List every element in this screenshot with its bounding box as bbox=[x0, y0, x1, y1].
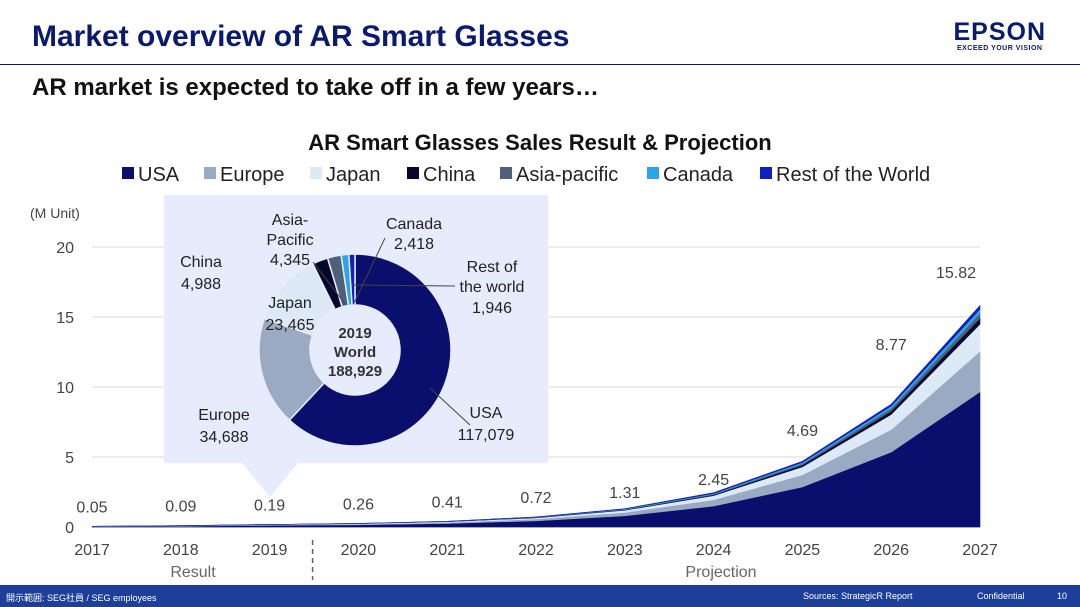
legend-label: USA bbox=[138, 164, 180, 186]
legend-label: Rest of the World bbox=[776, 164, 930, 186]
page-title: Market overview of AR Smart Glasses bbox=[32, 20, 570, 53]
data-label: 0.26 bbox=[343, 496, 374, 513]
leader-line bbox=[429, 387, 471, 426]
data-label: 8.77 bbox=[876, 337, 907, 354]
logo-brand: EPSON bbox=[953, 18, 1046, 46]
donut-value-label: 4,345 bbox=[270, 252, 310, 269]
x-tick-label: 2025 bbox=[785, 542, 821, 559]
data-label: 0.19 bbox=[254, 497, 285, 514]
footer-page-number: 10 bbox=[1057, 591, 1068, 601]
data-label: 0.41 bbox=[432, 494, 463, 511]
donut-value-label: 1,946 bbox=[472, 300, 512, 317]
area-series-rest-of-the-world bbox=[91, 304, 981, 527]
data-label: 4.69 bbox=[787, 423, 818, 440]
donut-value-label: 2,418 bbox=[394, 236, 434, 253]
legend-swatch bbox=[500, 167, 512, 179]
x-tick-label: 2026 bbox=[873, 542, 909, 559]
donut-slice-label: Europe bbox=[198, 407, 250, 424]
y-tick-label: 5 bbox=[65, 450, 74, 467]
footer-confidential: Confidential bbox=[977, 591, 1025, 601]
sales-chart: AR Smart Glasses Sales Result & Projecti… bbox=[30, 130, 998, 581]
footer-sources: Sources: StrategicR Report bbox=[803, 591, 913, 601]
title-divider bbox=[0, 64, 1080, 65]
data-label: 0.05 bbox=[76, 499, 107, 516]
legend-swatch bbox=[310, 167, 322, 179]
legend-swatch bbox=[204, 167, 216, 179]
legend-label: Asia-pacific bbox=[516, 164, 618, 186]
x-tick-label: 2027 bbox=[962, 542, 998, 559]
donut-center-label: World bbox=[334, 344, 376, 361]
logo-tagline: EXCEED YOUR VISION bbox=[956, 45, 1043, 52]
epson-logo: EPSON EXCEED YOUR VISION bbox=[953, 18, 1046, 53]
chart-title: AR Smart Glasses Sales Result & Projecti… bbox=[308, 130, 771, 155]
donut-value-label: 4,988 bbox=[181, 276, 221, 293]
x-tick-label: 2018 bbox=[163, 542, 199, 559]
donut-slice-label: Canada bbox=[386, 216, 442, 233]
donut-slice-label: Asia- bbox=[272, 212, 308, 229]
donut-slice-label: China bbox=[180, 254, 222, 271]
data-label: 0.09 bbox=[165, 499, 196, 516]
donut-value-label: 117,079 bbox=[458, 427, 515, 444]
donut-slice-label: Rest of bbox=[467, 259, 518, 276]
footer-bar: 開示範囲: SEG社員 / SEG employees Sources: Str… bbox=[0, 585, 1080, 607]
data-label: 15.82 bbox=[936, 265, 976, 282]
x-tick-label: 2021 bbox=[429, 542, 465, 559]
x-tick-label: 2019 bbox=[252, 542, 288, 559]
legend-swatch bbox=[760, 167, 772, 179]
legend-label: Europe bbox=[220, 164, 285, 186]
y-tick-label: 15 bbox=[56, 310, 74, 327]
leader-line bbox=[351, 284, 456, 287]
leader-line bbox=[312, 261, 346, 305]
x-tick-label: 2023 bbox=[607, 542, 643, 559]
leader-line bbox=[353, 237, 386, 304]
y-axis-unit-label: (M Unit) bbox=[30, 205, 80, 221]
donut-hole bbox=[310, 305, 400, 395]
x-tick-label: 2024 bbox=[696, 542, 732, 559]
donut-slice-usa bbox=[288, 253, 452, 447]
legend-label: Japan bbox=[326, 164, 381, 186]
y-tick-label: 10 bbox=[56, 380, 74, 397]
legend-swatch bbox=[647, 167, 659, 179]
x-tick-label: 2020 bbox=[341, 542, 377, 559]
legend-label: Canada bbox=[663, 164, 734, 186]
legend-swatch bbox=[122, 167, 134, 179]
donut-center-year: 2019 bbox=[338, 325, 371, 342]
x-tick-label: 2022 bbox=[518, 542, 554, 559]
legend-label: China bbox=[423, 164, 476, 186]
footer-disclosure: 開示範囲: SEG社員 / SEG employees bbox=[6, 593, 157, 603]
donut-value-label: 23,465 bbox=[266, 317, 315, 334]
data-label: 0.72 bbox=[520, 490, 551, 507]
page-subtitle: AR market is expected to take off in a f… bbox=[32, 74, 599, 101]
data-label: 1.31 bbox=[609, 485, 640, 502]
donut-value-label: 34,688 bbox=[200, 429, 249, 446]
donut-slice-label: Pacific bbox=[266, 232, 313, 249]
x-tick-label: 2017 bbox=[74, 542, 110, 559]
legend-swatch bbox=[407, 167, 419, 179]
y-tick-label: 20 bbox=[56, 240, 74, 257]
donut-center-total: 188,929 bbox=[328, 363, 382, 380]
period-label-projection: Projection bbox=[685, 564, 756, 581]
period-label-result: Result bbox=[170, 564, 216, 581]
donut-slice-label: Japan bbox=[268, 295, 312, 312]
donut-slice-label: the world bbox=[460, 279, 525, 296]
y-tick-label: 0 bbox=[65, 520, 74, 537]
donut-slice-label: USA bbox=[470, 405, 503, 422]
data-label: 2.45 bbox=[698, 472, 729, 489]
